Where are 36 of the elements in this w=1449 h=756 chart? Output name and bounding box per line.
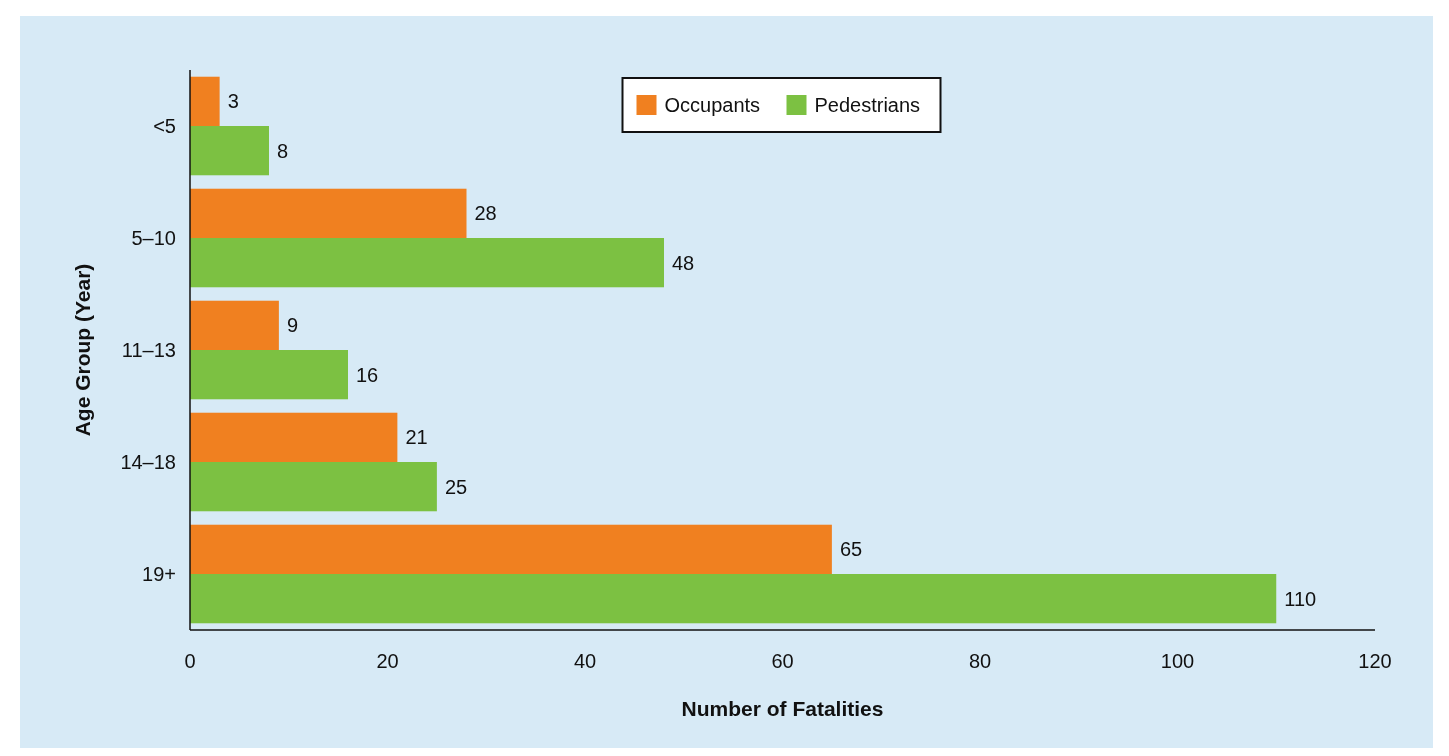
data-label: 110 xyxy=(1284,587,1317,610)
data-label: 25 xyxy=(444,475,468,498)
bar xyxy=(190,574,1277,624)
data-label: 3 xyxy=(227,90,239,113)
legend-label: Occupants xyxy=(664,94,761,116)
data-label: 28 xyxy=(474,202,497,225)
y-tick-label: 19+ xyxy=(142,563,176,585)
bar xyxy=(190,188,467,238)
y-tick-label: 14–18 xyxy=(120,451,176,473)
x-tick-label: 60 xyxy=(771,650,794,672)
x-tick-label: 100 xyxy=(1160,650,1195,672)
data-label: 9 xyxy=(286,314,298,337)
bar xyxy=(190,300,279,350)
bar xyxy=(190,350,348,400)
data-label: 16 xyxy=(356,363,379,386)
data-label: 8 xyxy=(277,139,289,162)
data-label: 21 xyxy=(405,426,428,449)
y-tick-label: 11–13 xyxy=(121,339,176,361)
bar xyxy=(190,462,437,512)
y-tick-label: <5 xyxy=(153,115,176,137)
data-label: 65 xyxy=(839,538,863,561)
x-tick-label: 40 xyxy=(573,650,597,672)
bar xyxy=(190,126,269,176)
x-tick-label: 120 xyxy=(1358,650,1392,672)
y-tick-label: 5–10 xyxy=(131,227,176,249)
x-tick-label: 0 xyxy=(184,650,196,672)
x-tick-label: 80 xyxy=(968,650,992,672)
x-axis-title: Number of Fatalities xyxy=(681,697,884,720)
legend-label: Pedestrians xyxy=(814,94,921,116)
bar xyxy=(190,524,832,574)
data-label: 48 xyxy=(672,251,695,274)
bar xyxy=(190,412,398,462)
bar xyxy=(190,76,220,126)
x-tick-label: 20 xyxy=(376,650,399,672)
bar xyxy=(190,238,664,288)
y-axis-title: Age Group (Year) xyxy=(71,263,94,437)
